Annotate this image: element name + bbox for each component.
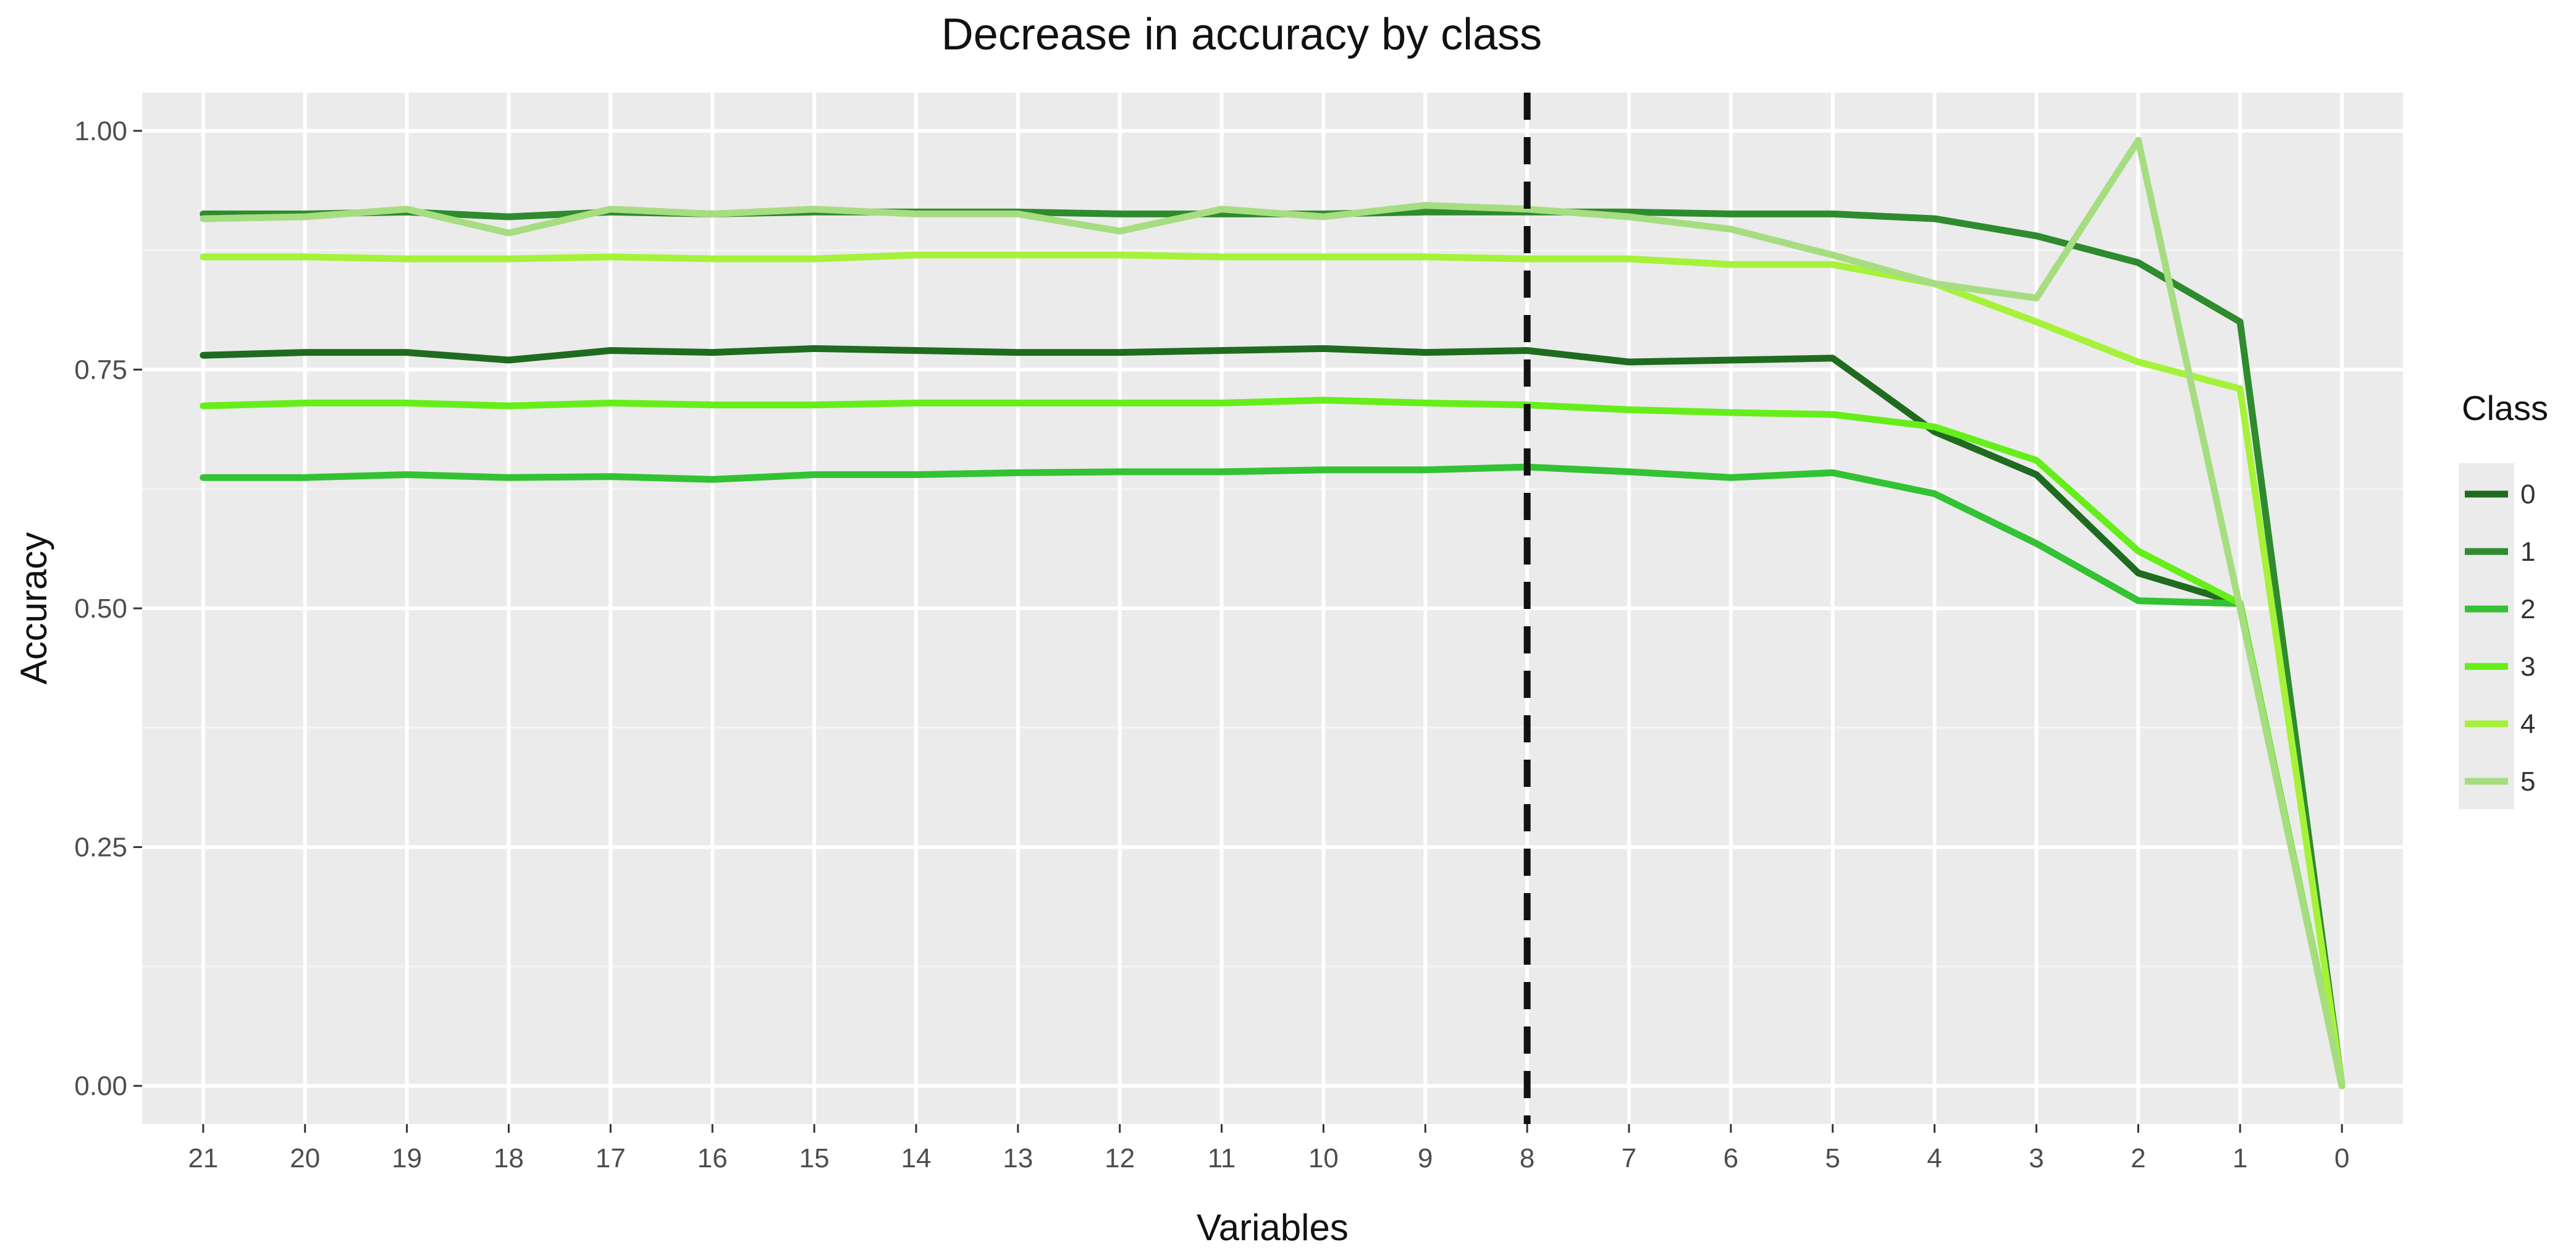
x-tick-label: 18 <box>494 1143 524 1173</box>
y-tick-label: 0.50 <box>74 594 127 624</box>
legend-key-background <box>2459 463 2514 809</box>
y-tick-label: 0.75 <box>74 355 127 385</box>
x-tick-label: 19 <box>392 1143 422 1173</box>
series-line-class-3 <box>200 397 2346 1089</box>
y-tick-label: 1.00 <box>74 116 127 146</box>
x-tick-label: 10 <box>1308 1143 1339 1173</box>
x-tick-label: 15 <box>799 1143 830 1173</box>
x-tick-label: 12 <box>1105 1143 1135 1173</box>
series-line-class-2 <box>200 463 2346 1089</box>
legend-items: 0 1 2 3 4 5 <box>2465 479 2535 797</box>
legend-label-class-5: 5 <box>2520 766 2535 797</box>
series-lines <box>200 136 2346 1089</box>
y-tick-label: 0.25 <box>74 833 127 863</box>
x-tick-label: 0 <box>2334 1143 2349 1173</box>
y-tick-label: 0.00 <box>74 1071 127 1101</box>
legend: Class 0 1 2 3 4 5 <box>2459 388 2548 809</box>
minor-gridlines <box>142 249 2403 968</box>
x-tick-label: 20 <box>290 1143 320 1173</box>
series-line-class-4 <box>200 251 2346 1089</box>
x-tick-label: 11 <box>1208 1143 1236 1173</box>
x-tick-label: 2 <box>2131 1143 2145 1173</box>
x-tick-label: 5 <box>1825 1143 1840 1173</box>
major-gridlines <box>142 93 2403 1124</box>
x-tick-label: 3 <box>2029 1143 2044 1173</box>
x-tick-label: 8 <box>1520 1143 1534 1173</box>
y-axis-title: Accuracy <box>13 532 54 685</box>
legend-label-class-0: 0 <box>2520 479 2535 510</box>
x-tick-label: 7 <box>1622 1143 1636 1173</box>
x-axis-ticks: 21 20 19 18 17 16 15 14 13 12 11 10 9 8 7 6 5 4 3 2 1 0 <box>188 1124 2349 1173</box>
x-axis-title: Variables <box>1197 1207 1349 1248</box>
legend-label-class-3: 3 <box>2520 652 2535 682</box>
legend-title: Class <box>2462 388 2548 427</box>
x-tick-label: 13 <box>1003 1143 1033 1173</box>
x-tick-label: 9 <box>1418 1143 1433 1173</box>
chart-title: Decrease in accuracy by class <box>941 10 1542 59</box>
x-tick-label: 1 <box>2233 1143 2247 1173</box>
series-line-class-0 <box>200 345 2346 1089</box>
series-line-class-5 <box>200 136 2346 1089</box>
legend-label-class-2: 2 <box>2520 594 2535 624</box>
x-tick-label: 6 <box>1724 1143 1738 1173</box>
x-tick-label: 14 <box>901 1143 931 1173</box>
legend-label-class-1: 1 <box>2520 537 2535 567</box>
x-tick-label: 17 <box>596 1143 626 1173</box>
x-tick-label: 21 <box>188 1143 218 1173</box>
legend-label-class-4: 4 <box>2520 709 2535 739</box>
x-tick-label: 16 <box>697 1143 728 1173</box>
x-tick-label: 4 <box>1927 1143 1942 1173</box>
y-axis-ticks: 0.00 0.25 0.50 0.75 1.00 <box>74 116 142 1101</box>
